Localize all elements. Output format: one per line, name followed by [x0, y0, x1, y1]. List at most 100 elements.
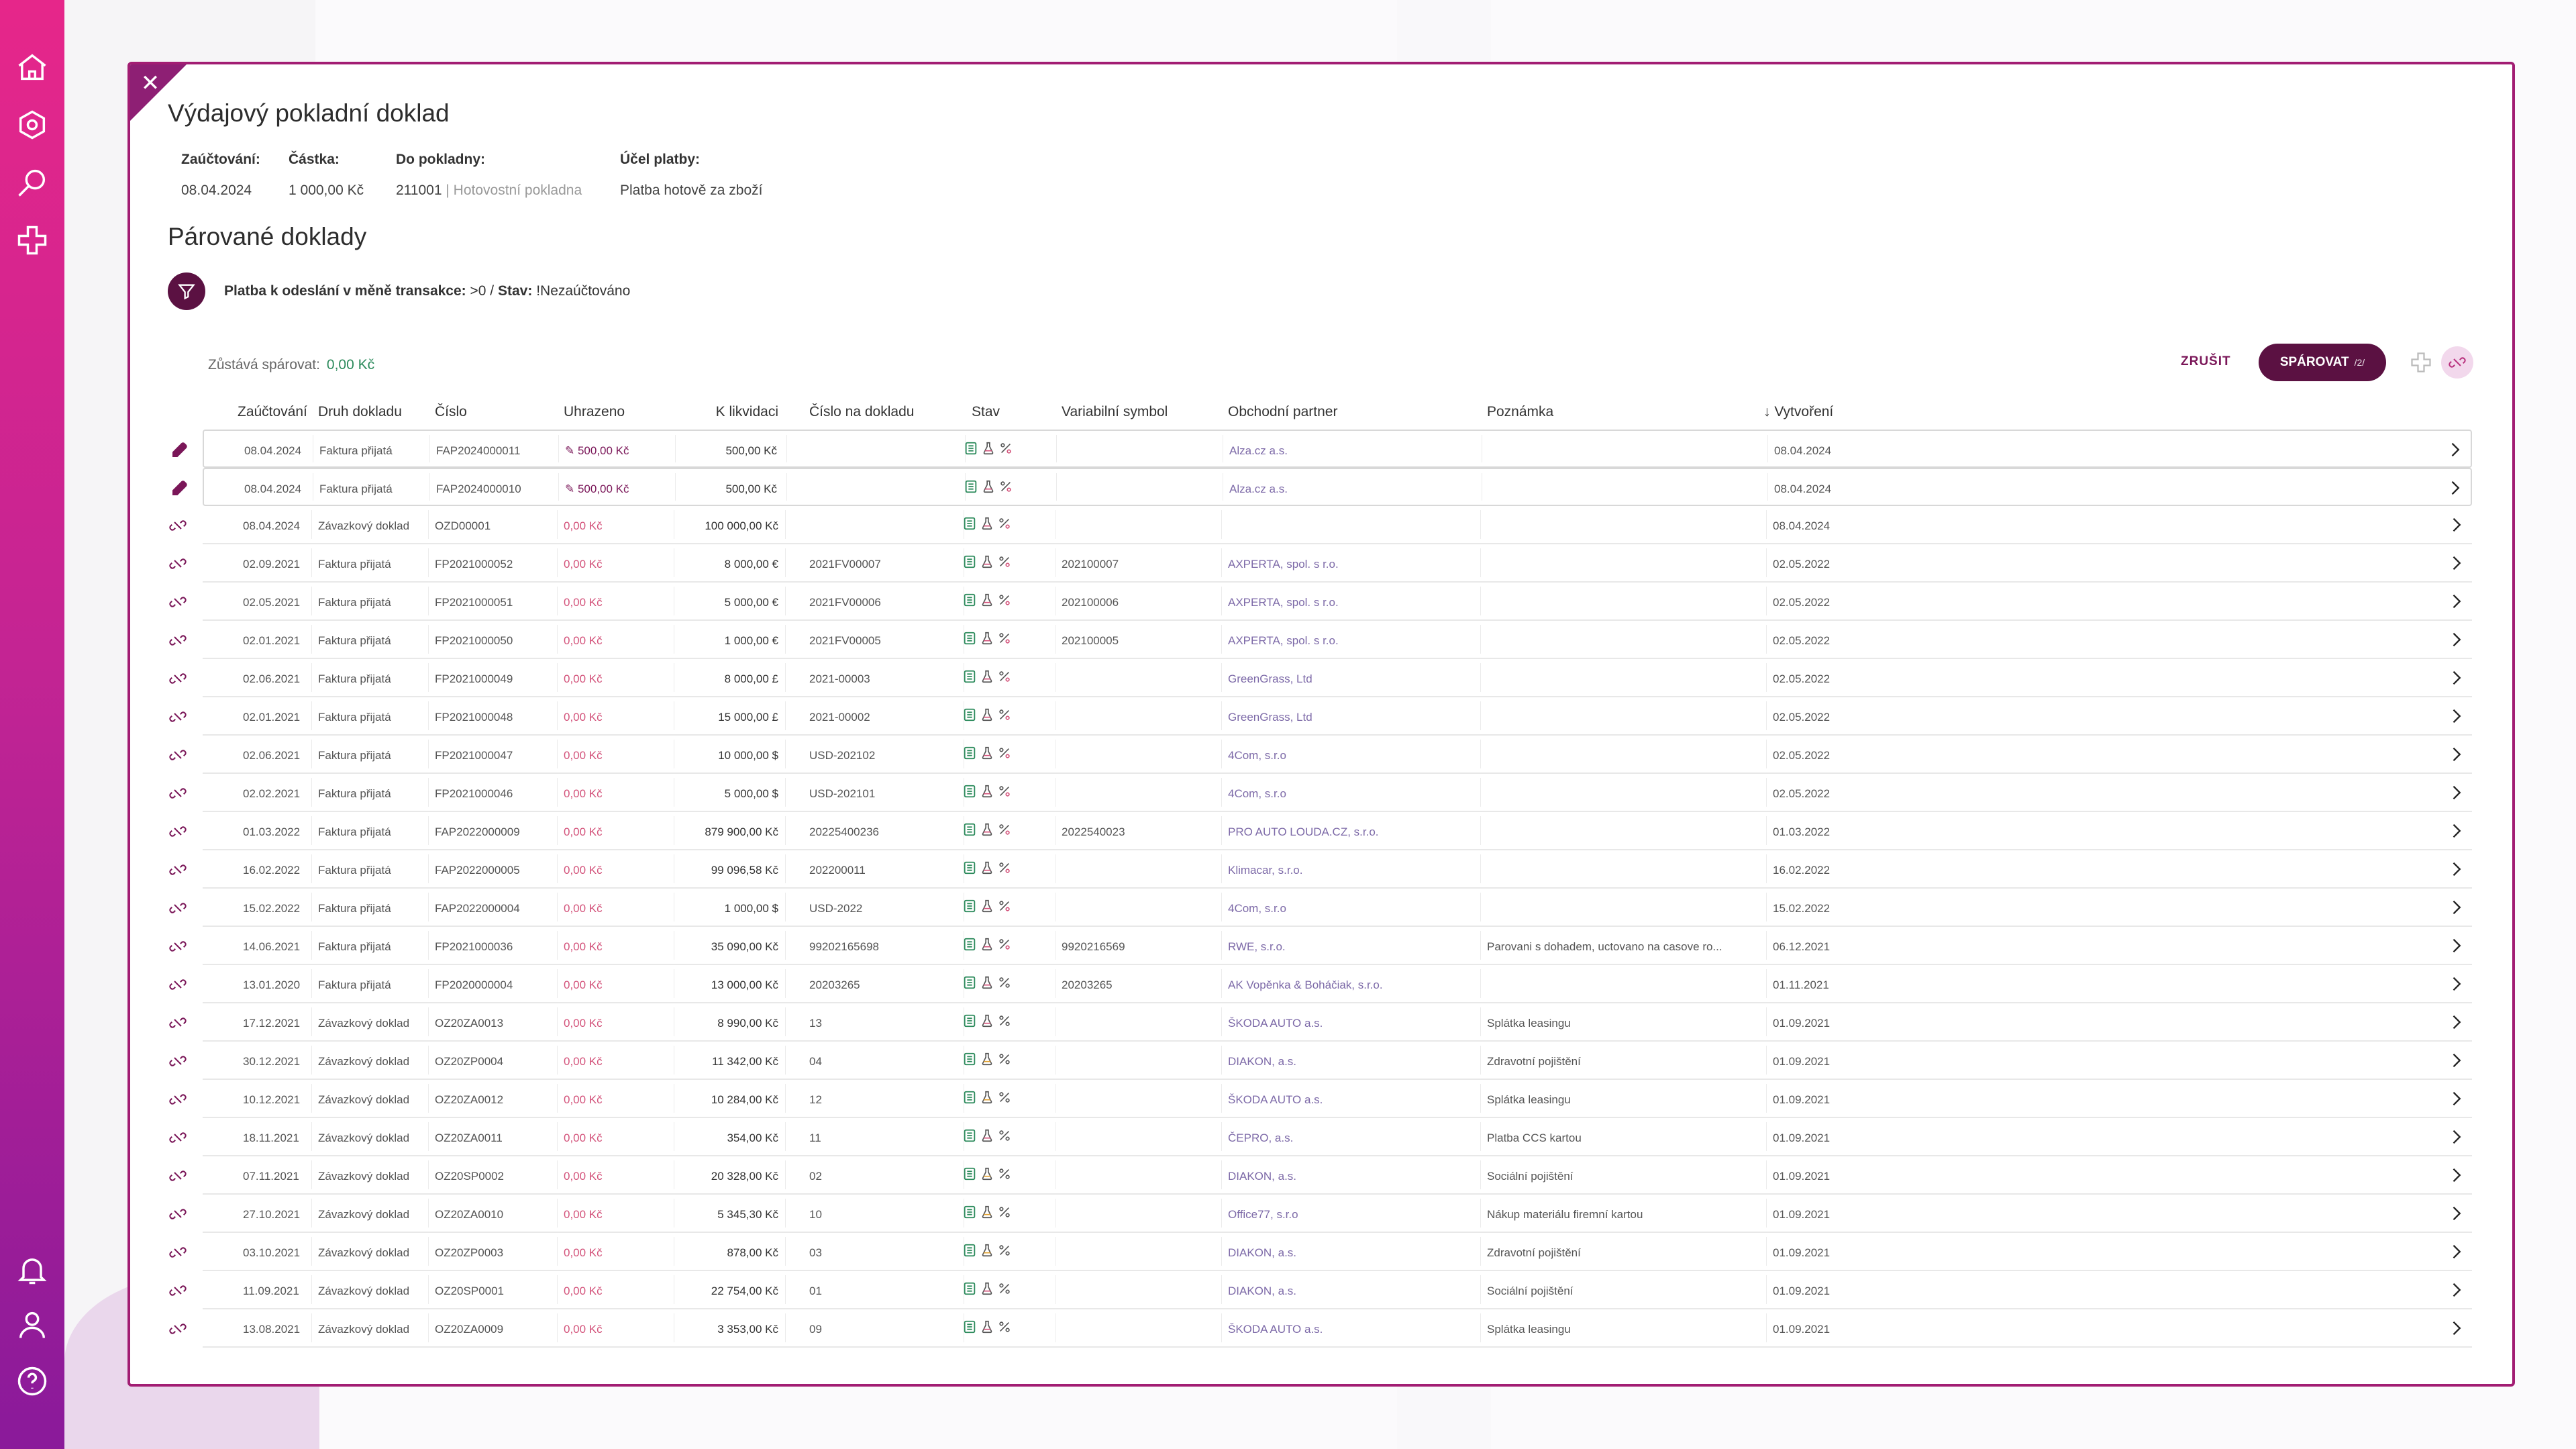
chevron-right-icon[interactable]: [2446, 515, 2465, 534]
pair-button[interactable]: SPÁROVAT/2/: [2259, 344, 2386, 381]
unlinked-icon[interactable]: [168, 1242, 188, 1262]
header-paid[interactable]: Uhrazeno: [564, 404, 625, 419]
unlinked-icon[interactable]: [168, 1166, 188, 1186]
header-doc-type[interactable]: Druh dokladu: [318, 404, 402, 419]
unlinked-icon[interactable]: [168, 860, 188, 880]
search-icon[interactable]: [15, 165, 50, 200]
header-doc-number[interactable]: Číslo na dokladu: [809, 404, 915, 419]
chevron-right-icon[interactable]: [2446, 821, 2465, 840]
chevron-right-icon[interactable]: [2445, 440, 2464, 459]
unlinked-icon[interactable]: [168, 707, 188, 727]
header-posting[interactable]: Zaúčtování: [238, 404, 307, 419]
table-row[interactable]: 02.09.2021 Faktura přijatá FP2021000052 0,0…: [169, 544, 2472, 583]
cell-partner[interactable]: ŠKODA AUTO a.s.: [1228, 1323, 1323, 1336]
unlinked-icon[interactable]: [168, 821, 188, 842]
header-var-symbol[interactable]: Variabilní symbol: [1062, 404, 1168, 419]
chevron-right-icon[interactable]: [2446, 668, 2465, 687]
chevron-right-icon[interactable]: [2446, 936, 2465, 955]
chevron-right-icon[interactable]: [2446, 592, 2465, 611]
table-row[interactable]: 02.06.2021 Faktura přijatá FP2021000049 0,0…: [169, 659, 2472, 697]
chevron-right-icon[interactable]: [2445, 479, 2464, 497]
cell-partner[interactable]: DIAKON, a.s.: [1228, 1246, 1297, 1259]
unlinked-icon[interactable]: [168, 783, 188, 803]
table-row[interactable]: 17.12.2021 Závazkový doklad OZ20ZA0013 0,00…: [169, 1003, 2472, 1042]
chevron-right-icon[interactable]: [2446, 1128, 2465, 1146]
table-row[interactable]: 11.09.2021 Závazkový doklad OZ20SP0001 0,00…: [169, 1271, 2472, 1309]
plus-icon[interactable]: [15, 223, 50, 258]
header-state[interactable]: Stav: [972, 404, 1000, 419]
unlink-icon[interactable]: [2441, 346, 2473, 379]
table-row[interactable]: 10.12.2021 Závazkový doklad OZ20ZA0012 0,00…: [169, 1080, 2472, 1118]
unlinked-icon[interactable]: [168, 975, 188, 995]
unlinked-icon[interactable]: [168, 1128, 188, 1148]
unlinked-icon[interactable]: [168, 554, 188, 574]
table-row[interactable]: 13.08.2021 Závazkový doklad OZ20ZA0009 0,00…: [169, 1309, 2472, 1348]
chevron-right-icon[interactable]: [2446, 1166, 2465, 1185]
cell-partner[interactable]: RWE, s.r.o.: [1228, 940, 1286, 953]
filter-icon[interactable]: [168, 272, 205, 310]
cell-partner[interactable]: 4Com, s.r.o: [1228, 787, 1286, 800]
table-row[interactable]: 08.04.2024 Závazkový doklad OZD00001 0,00 K…: [169, 506, 2472, 544]
table-row[interactable]: 02.06.2021 Faktura přijatá FP2021000047 0,0…: [169, 736, 2472, 774]
chevron-right-icon[interactable]: [2446, 1051, 2465, 1070]
chevron-right-icon[interactable]: [2446, 745, 2465, 764]
table-row[interactable]: 02.02.2021 Faktura přijatá FP2021000046 0,0…: [169, 774, 2472, 812]
close-icon[interactable]: ✕: [140, 70, 160, 96]
table-row[interactable]: 02.05.2021 Faktura přijatá FP2021000051 0,0…: [169, 583, 2472, 621]
unlinked-icon[interactable]: [168, 515, 188, 536]
cell-partner[interactable]: ČEPRO, a.s.: [1228, 1132, 1294, 1144]
cell-partner[interactable]: ŠKODA AUTO a.s.: [1228, 1017, 1323, 1030]
user-icon[interactable]: [15, 1307, 50, 1342]
table-row[interactable]: 18.11.2021 Závazkový doklad OZ20ZA0011 0,00…: [169, 1118, 2472, 1156]
chevron-right-icon[interactable]: [2446, 1319, 2465, 1338]
unlinked-icon[interactable]: [168, 898, 188, 918]
cell-partner[interactable]: AXPERTA, spol. s r.o.: [1228, 634, 1339, 647]
table-row[interactable]: 15.02.2022 Faktura přijatá FAP2022000004 0,…: [169, 889, 2472, 927]
chevron-right-icon[interactable]: [2446, 860, 2465, 879]
cell-partner[interactable]: DIAKON, a.s.: [1228, 1285, 1297, 1297]
unlinked-icon[interactable]: [168, 1013, 188, 1033]
table-row[interactable]: 27.10.2021 Závazkový doklad OZ20ZA0010 0,00…: [169, 1195, 2472, 1233]
header-partner[interactable]: Obchodní partner: [1228, 404, 1338, 419]
chevron-right-icon[interactable]: [2446, 783, 2465, 802]
chevron-right-icon[interactable]: [2446, 1242, 2465, 1261]
table-row[interactable]: 03.10.2021 Závazkový doklad OZ20ZP0003 0,00…: [169, 1233, 2472, 1271]
cancel-button[interactable]: ZRUŠIT: [2181, 354, 2231, 368]
chevron-right-icon[interactable]: [2446, 554, 2465, 572]
header-number[interactable]: Číslo: [435, 404, 467, 419]
cell-partner[interactable]: 4Com, s.r.o: [1228, 749, 1286, 762]
unlinked-icon[interactable]: [168, 1319, 188, 1339]
cell-partner[interactable]: AK Vopěnka & Boháčiak, s.r.o.: [1228, 979, 1383, 991]
cell-partner[interactable]: PRO AUTO LOUDA.CZ, s.r.o.: [1228, 826, 1379, 838]
cell-partner[interactable]: Klimacar, s.r.o.: [1228, 864, 1303, 877]
paired-link-icon[interactable]: [169, 440, 189, 460]
unlinked-icon[interactable]: [168, 936, 188, 956]
cell-partner[interactable]: AXPERTA, spol. s r.o.: [1228, 558, 1339, 570]
cell-partner[interactable]: AXPERTA, spol. s r.o.: [1228, 596, 1339, 609]
table-row[interactable]: 30.12.2021 Závazkový doklad OZ20ZP0004 0,00…: [169, 1042, 2472, 1080]
cell-partner[interactable]: DIAKON, a.s.: [1228, 1170, 1297, 1183]
unlinked-icon[interactable]: [168, 1089, 188, 1109]
chevron-right-icon[interactable]: [2446, 707, 2465, 726]
add-icon[interactable]: [2409, 350, 2433, 374]
cell-partner[interactable]: Alza.cz a.s.: [1229, 483, 1288, 495]
table-row[interactable]: 13.01.2020 Faktura přijatá FP2020000004 0,0…: [169, 965, 2472, 1003]
table-row[interactable]: 08.04.2024 Faktura přijatá FAP2024000010 ✎ …: [172, 468, 2472, 506]
chevron-right-icon[interactable]: [2446, 1089, 2465, 1108]
header-to-liquidate[interactable]: K likvidaci: [715, 404, 778, 419]
cell-partner[interactable]: Office77, s.r.o: [1228, 1208, 1298, 1221]
paired-link-icon[interactable]: [169, 479, 189, 499]
header-note[interactable]: Poznámka: [1487, 404, 1554, 419]
unlinked-icon[interactable]: [168, 668, 188, 689]
table-row[interactable]: 08.04.2024 Faktura přijatá FAP2024000011 ✎ …: [172, 430, 2472, 468]
bell-icon[interactable]: [15, 1252, 50, 1287]
chevron-right-icon[interactable]: [2446, 975, 2465, 993]
unlinked-icon[interactable]: [168, 592, 188, 612]
chevron-right-icon[interactable]: [2446, 630, 2465, 649]
unlinked-icon[interactable]: [168, 745, 188, 765]
chevron-right-icon[interactable]: [2446, 1204, 2465, 1223]
cell-partner[interactable]: ŠKODA AUTO a.s.: [1228, 1093, 1323, 1106]
unlinked-icon[interactable]: [168, 1281, 188, 1301]
help-icon[interactable]: [15, 1364, 50, 1399]
cell-partner[interactable]: Alza.cz a.s.: [1229, 444, 1288, 457]
